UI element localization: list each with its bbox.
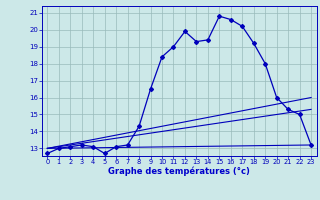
X-axis label: Graphe des températures (°c): Graphe des températures (°c) (108, 167, 250, 176)
